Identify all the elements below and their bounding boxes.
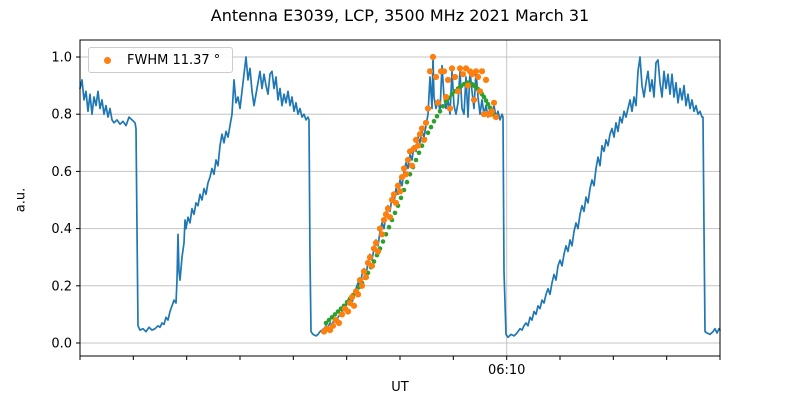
fit-curve-dot	[443, 99, 449, 104]
measured-point	[490, 99, 498, 106]
x-tick-label: 06:10	[488, 363, 525, 378]
measured-point	[459, 71, 467, 78]
legend: FWHM 11.37 °	[88, 47, 233, 73]
measured-point	[384, 205, 392, 212]
y-tick-label: 0.2	[51, 279, 72, 294]
measured-point	[374, 248, 382, 255]
measured-point	[422, 119, 430, 126]
fit-curve-dot	[485, 101, 491, 107]
measured-point	[472, 68, 480, 75]
measured-point	[394, 182, 402, 189]
fit-curve-dot	[392, 210, 398, 216]
measured-point	[432, 73, 440, 81]
measured-point	[482, 76, 490, 83]
fit-curve-dot	[332, 312, 338, 317]
measured-point	[464, 82, 472, 89]
measured-point	[446, 105, 454, 112]
measured-point	[376, 225, 384, 232]
fit-curve-dot	[329, 315, 335, 320]
fit-curve-dot	[428, 124, 434, 130]
fit-curve-dot	[326, 317, 332, 323]
signal-line	[79, 56, 721, 339]
fit-curve-dot	[431, 119, 437, 124]
measured-point	[424, 105, 432, 112]
measured-point	[426, 68, 434, 75]
x-axis-label: UT	[391, 380, 409, 395]
y-tick-label: 1.0	[51, 51, 72, 66]
fit-curve-dot	[371, 259, 377, 264]
measured-point	[476, 88, 484, 95]
measured-point	[402, 171, 410, 178]
measured-point	[414, 142, 422, 149]
measured-point	[344, 308, 352, 315]
fit-curve-dot	[434, 114, 440, 119]
fit-curve-dot	[323, 320, 329, 326]
measured-point	[396, 188, 404, 195]
y-tick-label: 0.8	[51, 108, 72, 123]
fit-curve-dot	[416, 150, 422, 156]
fit-curve-dot	[413, 157, 419, 163]
measured-point	[360, 268, 368, 275]
measured-point	[448, 65, 456, 72]
measured-point	[378, 231, 386, 238]
fit-curve-dot	[386, 224, 392, 230]
measured-point	[366, 254, 374, 261]
measured-point	[440, 68, 448, 75]
measured-point	[416, 131, 424, 138]
legend-label: FWHM 11.37 °	[127, 52, 221, 68]
fit-curve-dot	[483, 98, 489, 103]
measured-point	[368, 262, 376, 269]
measured-point	[434, 99, 442, 106]
fit-curve-dot	[398, 195, 404, 201]
measured-point	[456, 65, 464, 72]
measured-point	[338, 311, 346, 318]
measured-point	[429, 53, 437, 61]
y-tick-label: 0.4	[51, 222, 72, 237]
measured-point	[392, 199, 400, 206]
measured-point	[354, 291, 362, 298]
legend-marker-dot	[104, 56, 111, 64]
measured-point	[454, 88, 462, 95]
chart-title: Antenna E3039, LCP, 3500 MHz 2021 March …	[210, 6, 590, 25]
fit-curve-dot	[440, 104, 446, 109]
measured-point	[356, 277, 364, 284]
measured-point	[404, 156, 412, 164]
measured-point	[326, 327, 334, 334]
fit-curve-dot	[380, 239, 386, 244]
measured-point	[474, 73, 482, 81]
measured-point	[358, 282, 366, 289]
measured-point	[418, 125, 426, 132]
measured-point	[390, 191, 398, 198]
measured-point	[400, 165, 408, 172]
measured-point	[451, 73, 459, 81]
measured-point	[372, 239, 380, 246]
y-tick-label: 0.0	[51, 337, 72, 352]
fit-curve-dot	[404, 179, 410, 185]
measured-point	[380, 216, 388, 224]
measured-point	[386, 214, 394, 221]
fit-curve-dot	[335, 309, 341, 314]
measured-point	[470, 96, 478, 103]
measured-point	[362, 274, 370, 281]
measured-point	[442, 93, 450, 101]
fit-curve-dot	[481, 94, 487, 100]
y-tick-label: 0.6	[51, 165, 72, 180]
measured-point	[329, 322, 337, 329]
fit-curve-dot	[449, 91, 455, 97]
measured-point	[492, 114, 500, 121]
measured-point	[444, 76, 452, 83]
measured-point	[335, 319, 343, 327]
measured-point	[408, 162, 416, 169]
measured-point	[488, 108, 496, 115]
measured-point	[350, 302, 358, 309]
fit-curve-dot	[425, 130, 431, 136]
fit-curve-dot	[437, 109, 443, 114]
measured-point	[348, 294, 356, 301]
measured-point	[420, 136, 428, 143]
measured-point	[412, 136, 420, 143]
measured-point	[478, 68, 486, 75]
